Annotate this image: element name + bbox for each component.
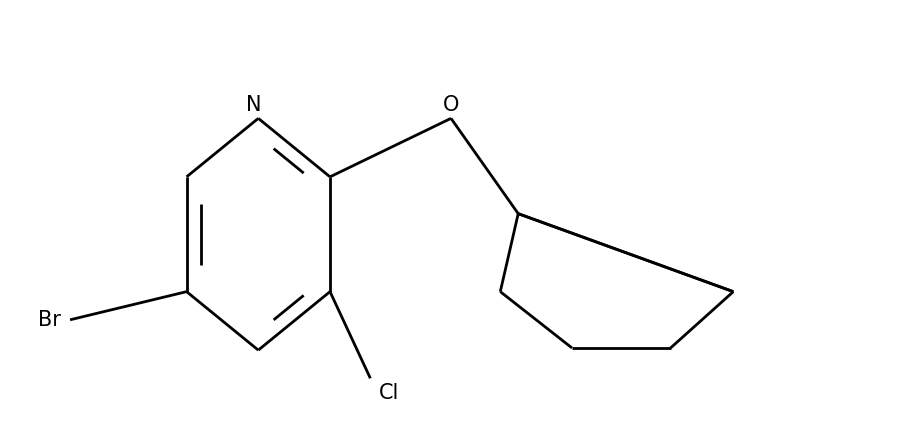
Text: O: O <box>443 95 459 115</box>
Text: N: N <box>246 95 262 115</box>
Text: Br: Br <box>38 310 61 330</box>
Text: Cl: Cl <box>380 383 400 403</box>
